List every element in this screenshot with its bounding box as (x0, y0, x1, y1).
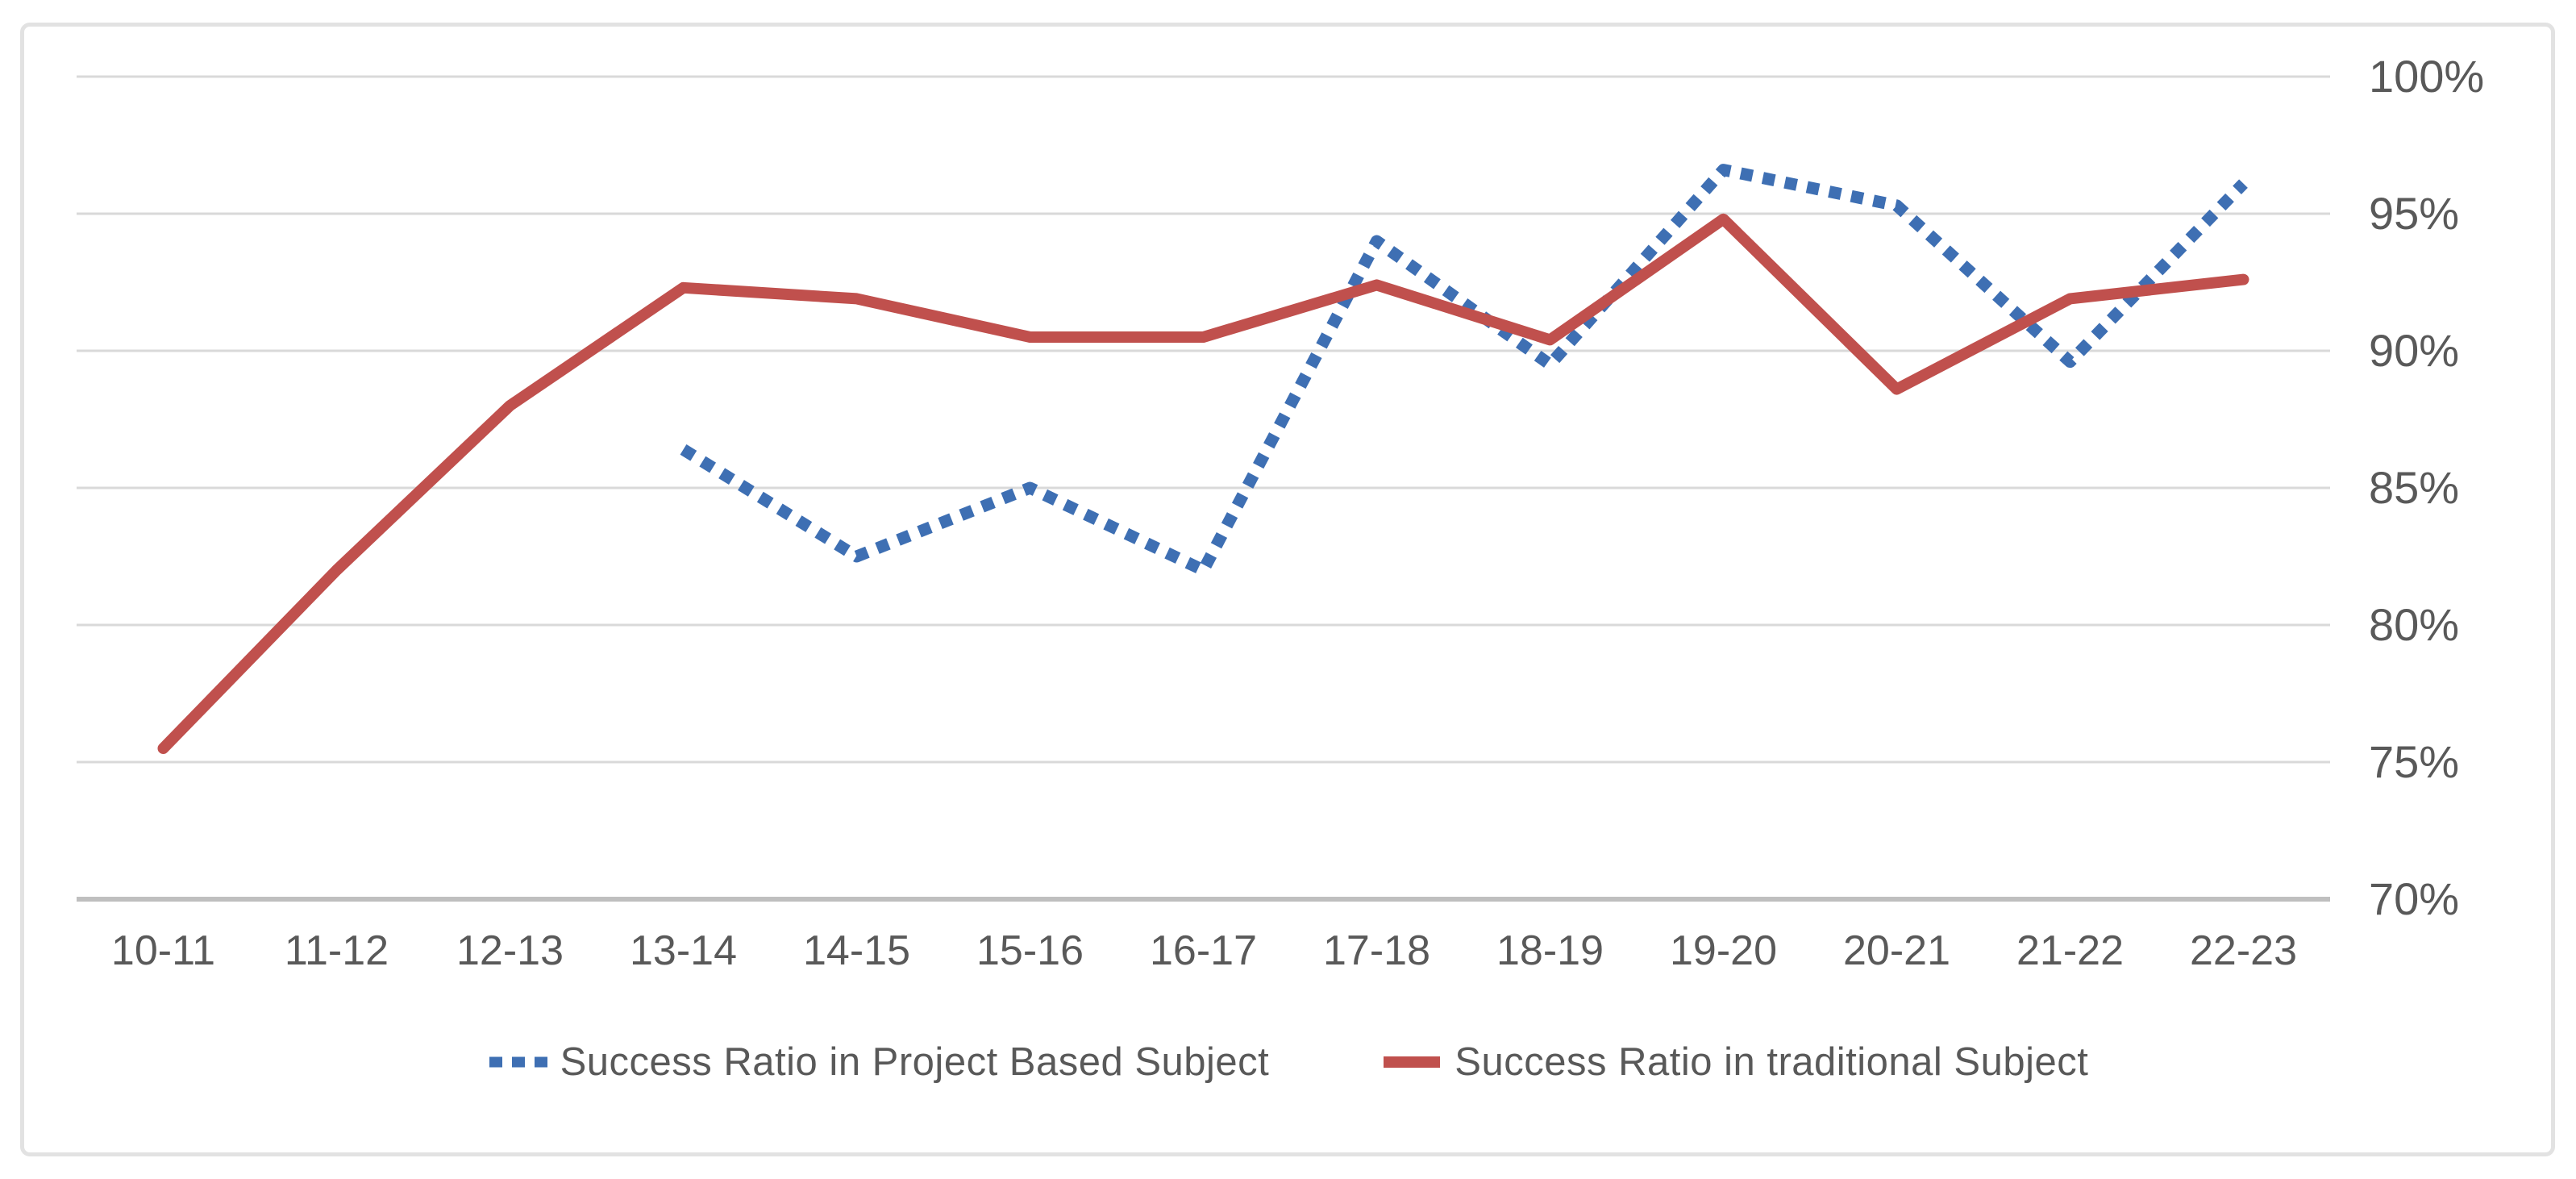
y-tick-label: 85% (2369, 462, 2459, 513)
y-tick-label: 90% (2369, 325, 2459, 376)
y-tick-label: 80% (2369, 599, 2459, 650)
x-tick-label: 17-18 (1323, 927, 1430, 974)
x-tick-label: 22-23 (2190, 927, 2297, 974)
y-tick-label: 70% (2369, 873, 2459, 924)
x-tick-label: 12-13 (456, 927, 564, 974)
x-tick-label: 19-20 (1670, 927, 1777, 974)
series-line-project-based (680, 164, 2248, 577)
y-tick-label: 100% (2369, 51, 2484, 102)
chart-border (20, 23, 2555, 1156)
x-tick-label: 10-11 (111, 927, 215, 974)
x-tick-label: 18-19 (1496, 927, 1604, 974)
x-tick-label: 16-17 (1150, 927, 1257, 974)
dotted-line-marker-icon (489, 1056, 547, 1068)
x-tick-label: 20-21 (1843, 927, 1950, 974)
chart-legend: Success Ratio in Project Based Subject S… (0, 1026, 2576, 1098)
legend-label-traditional: Success Ratio in traditional Subject (1454, 1040, 2089, 1084)
x-tick-label: 15-16 (976, 927, 1084, 974)
x-tick-label: 11-12 (285, 927, 389, 974)
y-tick-label: 95% (2369, 188, 2459, 239)
solid-line-marker-icon (1384, 1056, 1441, 1068)
x-tick-label: 21-22 (2016, 927, 2124, 974)
legend-label-project-based: Success Ratio in Project Based Subject (560, 1040, 1270, 1084)
legend-item-traditional: Success Ratio in traditional Subject (1382, 1039, 2088, 1085)
legend-item-project-based: Success Ratio in Project Based Subject (488, 1039, 1270, 1085)
x-tick-label: 14-15 (803, 927, 910, 974)
x-tick-label: 13-14 (630, 927, 737, 974)
series-line-traditional (157, 213, 2249, 754)
y-tick-label: 75% (2369, 736, 2459, 787)
